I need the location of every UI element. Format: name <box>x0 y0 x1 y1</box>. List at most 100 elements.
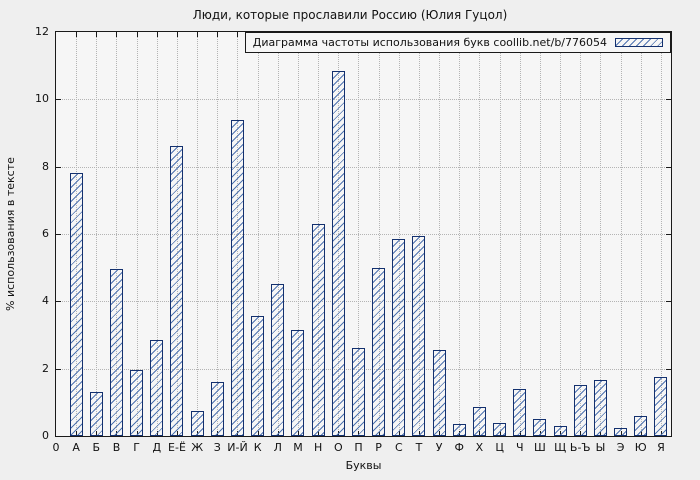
gridline-vertical <box>620 32 622 436</box>
x-tick-mark <box>76 32 78 37</box>
bar <box>271 284 284 436</box>
x-tick-mark <box>237 32 239 37</box>
x-tick-label: Ю <box>634 441 647 454</box>
gridline-horizontal <box>56 166 671 168</box>
x-tick-label: Л <box>273 441 282 454</box>
gridline-vertical <box>560 32 562 436</box>
x-tick-label: Р <box>375 441 382 454</box>
gridline-vertical <box>156 32 158 436</box>
x-tick-label: Г <box>133 441 140 454</box>
legend: Диаграмма частоты использования букв coo… <box>244 32 671 53</box>
gridline-vertical <box>600 32 602 436</box>
y-tick-mark <box>666 99 671 101</box>
gridline-horizontal <box>56 234 671 235</box>
bar <box>513 389 526 436</box>
bar <box>352 348 365 436</box>
gridline-vertical <box>418 32 420 436</box>
bar <box>110 269 123 436</box>
x-tick-label: С <box>394 441 403 454</box>
bar <box>211 382 224 436</box>
bar <box>433 350 446 436</box>
gridline-horizontal <box>56 301 671 303</box>
gridline-vertical <box>660 32 662 436</box>
bar <box>493 423 506 436</box>
y-tick-label: 4 <box>42 294 49 308</box>
gridline-vertical <box>197 32 199 436</box>
x-tick-label: Е-Ё <box>168 441 186 454</box>
bar <box>473 407 486 436</box>
x-tick-label: Ш <box>534 441 546 454</box>
y-tick-mark <box>56 99 61 101</box>
gridline-vertical <box>257 32 259 436</box>
gridline-vertical <box>297 32 299 436</box>
x-tick-label: Т <box>415 441 423 454</box>
bar <box>574 385 587 436</box>
x-tick-label: 0 <box>52 441 60 454</box>
gridline-vertical <box>116 32 118 436</box>
bar <box>594 380 607 436</box>
x-tick-label: Я <box>657 441 665 454</box>
x-tick-label: Б <box>92 441 101 454</box>
y-tick-label: 6 <box>42 227 49 240</box>
x-tick-mark <box>96 32 98 37</box>
x-tick-label: П <box>354 441 363 454</box>
gridline-vertical <box>217 32 219 436</box>
gridline-vertical <box>439 32 441 436</box>
gridline-vertical <box>499 32 501 436</box>
gridline-vertical <box>378 32 380 436</box>
x-tick-label: Д <box>152 441 162 454</box>
x-tick-label: Ж <box>191 441 204 454</box>
bar <box>130 370 143 436</box>
x-tick-label: Х <box>475 441 484 454</box>
x-tick-mark <box>156 32 158 37</box>
gridline-vertical <box>136 32 138 436</box>
gridline-vertical <box>358 32 360 436</box>
x-tick-label: А <box>72 441 80 454</box>
x-tick-label: В <box>112 441 121 454</box>
bar <box>231 120 244 436</box>
bar <box>654 377 667 436</box>
bar <box>150 340 163 436</box>
bar <box>90 392 103 436</box>
bar <box>332 71 345 436</box>
x-tick-label: З <box>213 441 221 454</box>
x-tick-label: Ч <box>515 441 524 454</box>
bar <box>554 426 567 436</box>
gridline-vertical <box>398 32 400 436</box>
x-axis-label: Буквы <box>345 459 382 472</box>
gridline-vertical <box>539 32 541 436</box>
gridline-vertical <box>96 32 98 436</box>
legend-label: Диаграмма частоты использования букв coo… <box>252 36 607 49</box>
x-tick-mark <box>116 32 118 37</box>
y-tick-label: 2 <box>42 361 49 375</box>
bar <box>372 268 385 436</box>
gridline-horizontal <box>56 99 671 101</box>
x-tick-label: Ь-Ъ <box>569 441 591 454</box>
x-tick-mark <box>197 32 199 37</box>
bar <box>453 424 466 436</box>
bar <box>614 428 627 436</box>
y-tick-mark <box>666 234 671 235</box>
legend-swatch <box>615 38 663 47</box>
gridline-vertical <box>580 32 582 436</box>
bar <box>291 330 304 436</box>
x-tick-mark <box>176 32 178 37</box>
gridline-vertical <box>519 32 521 436</box>
x-tick-label: О <box>333 441 343 454</box>
x-tick-mark <box>136 32 138 37</box>
y-tick-label: 10 <box>35 92 49 106</box>
bar <box>312 224 325 436</box>
gridline-vertical <box>459 32 461 436</box>
bar <box>170 146 183 436</box>
x-tick-label: Ц <box>495 441 504 454</box>
x-tick-label: И-Й <box>227 441 248 454</box>
bar <box>634 416 647 436</box>
x-tick-mark <box>217 32 219 37</box>
y-tick-mark <box>666 368 671 370</box>
chart-title: Люди, которые прославили Россию (Юлия Гу… <box>192 8 508 22</box>
x-tick-label: Ы <box>595 441 606 454</box>
x-tick-label: К <box>253 441 262 454</box>
x-tick-label: Э <box>616 441 625 454</box>
bar <box>70 173 83 436</box>
